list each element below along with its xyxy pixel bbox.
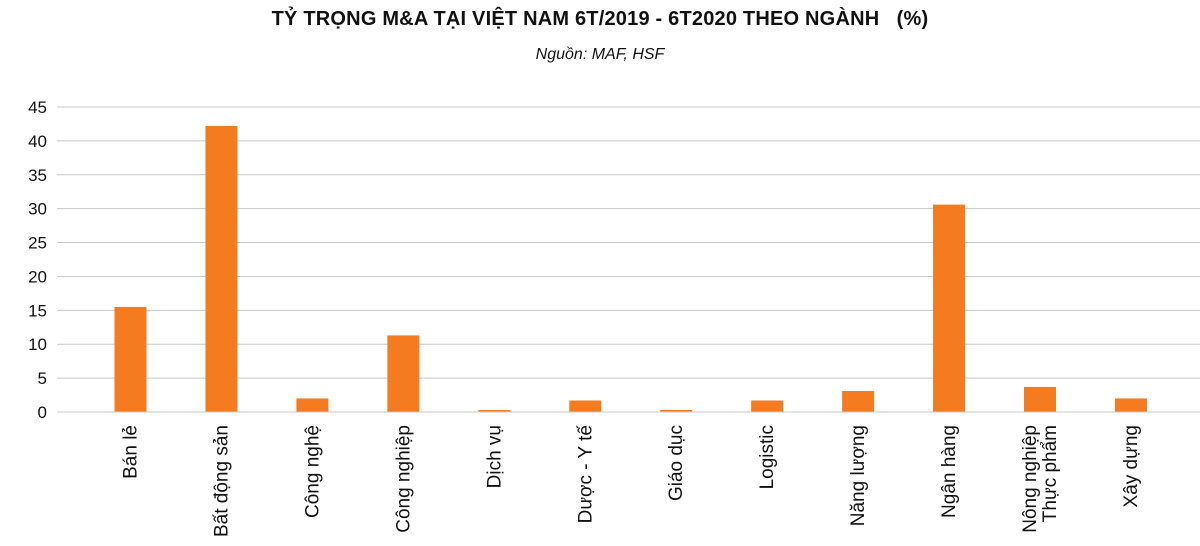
bar: [114, 306, 147, 412]
bar: [1024, 386, 1056, 412]
y-tick-label: 15: [28, 301, 47, 320]
x-tick-label: Dược - Y tế: [575, 425, 596, 524]
bar: [387, 335, 420, 412]
y-axis-ticks: 0 5 10 15 20 25 30 35 40 45: [28, 98, 47, 422]
x-tick-label: Năng lượng: [848, 425, 869, 526]
x-tick-label-line: Bất động sản: [211, 425, 232, 537]
x-tick-label: Xây dựng: [1121, 425, 1142, 507]
y-tick-label: 30: [28, 200, 47, 219]
y-tick-label: 35: [28, 166, 47, 185]
x-tick-label-line: Xây dựng: [1121, 425, 1142, 507]
y-tick-label: 10: [28, 335, 47, 354]
bars: [114, 125, 1147, 412]
bar: [751, 400, 784, 412]
x-tick-label: Logistic: [757, 425, 778, 489]
x-tick-label-line: Nông nghiệp: [1020, 425, 1041, 533]
x-tick-label-line: Ngân hàng: [939, 425, 960, 518]
bar: [1114, 398, 1147, 412]
y-tick-label: 5: [38, 369, 47, 388]
bar: [842, 390, 875, 412]
y-tick-label: 45: [28, 98, 47, 117]
bar: [205, 125, 238, 412]
x-tick-label: Dịch vụ: [484, 425, 505, 488]
gridlines: [57, 106, 1200, 379]
y-tick-label: 0: [38, 403, 47, 422]
x-tick-label: Công nghệ: [302, 425, 323, 518]
bar: [933, 204, 966, 412]
y-tick-label: 25: [28, 234, 47, 253]
x-tick-label-line: Logistic: [757, 425, 778, 489]
x-tick-label-line: Công nghiệp: [393, 425, 414, 533]
x-tick-label-line: Thực phẩm: [1040, 425, 1061, 522]
bar: [569, 400, 602, 412]
x-tick-label-line: Bán lẻ: [121, 425, 142, 479]
chart-source: Nguồn: MAF, HSF: [535, 46, 665, 63]
bar: [478, 409, 511, 412]
x-tick-label-line: Dịch vụ: [484, 425, 505, 488]
y-tick-label: 40: [28, 132, 47, 151]
x-tick-label-line: Dược - Y tế: [575, 425, 596, 524]
x-tick-label: Nông nghiệp Thực phẩm: [1020, 425, 1061, 533]
x-tick-label-line: Giáo dục: [666, 425, 687, 501]
x-tick-label: Ngân hàng: [939, 425, 960, 518]
x-tick-label-line: Năng lượng: [848, 425, 869, 526]
x-axis-labels: Bán lẻ Bất động sản Công nghệ Công nghiệp Dị…: [121, 425, 1142, 537]
chart-title: TỶ TRỌNG M&A TẠI VIỆT NAM 6T/2019 - 6T20…: [271, 8, 929, 30]
y-tick-label: 20: [28, 267, 47, 286]
x-tick-label: Bán lẻ: [121, 425, 142, 479]
x-tick-label: Bất động sản: [211, 425, 232, 537]
x-tick-label: Công nghiệp: [393, 425, 414, 533]
x-tick-label: Giáo dục: [666, 425, 687, 501]
bar: [296, 398, 329, 412]
bar: [660, 409, 693, 412]
x-tick-label-line: Công nghệ: [302, 425, 323, 518]
